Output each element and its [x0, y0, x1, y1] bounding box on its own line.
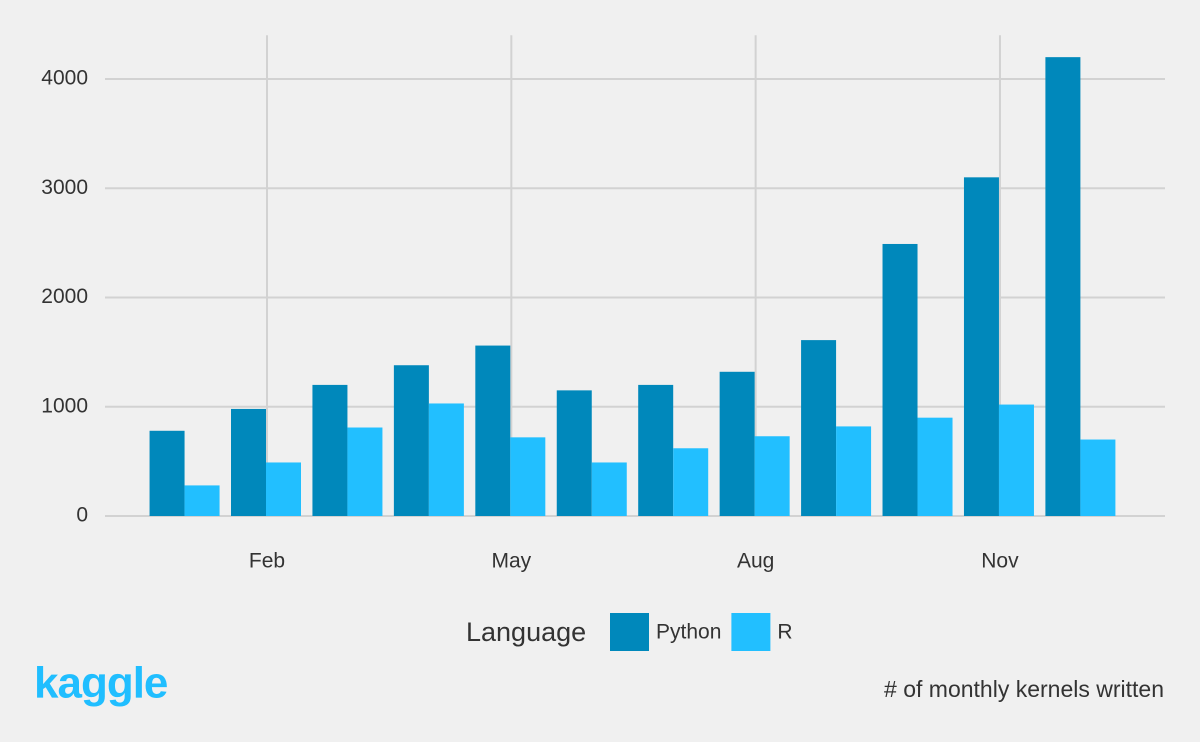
- legend-title: Language: [466, 617, 586, 647]
- bar: [917, 417, 953, 516]
- bar: [719, 371, 755, 516]
- legend-swatch: [610, 613, 649, 651]
- bar: [638, 384, 674, 516]
- bar: [801, 340, 837, 516]
- bar: [393, 365, 429, 516]
- bar: [1045, 57, 1081, 517]
- y-tick-label: 3000: [41, 176, 88, 199]
- caption: # of monthly kernels written: [884, 676, 1164, 702]
- logo: kaggle: [34, 659, 167, 708]
- bar: [882, 243, 918, 516]
- bar: [1080, 439, 1116, 516]
- legend-label: R: [777, 621, 792, 644]
- bar: [149, 430, 185, 516]
- bar: [312, 384, 348, 516]
- bar: [231, 408, 266, 516]
- bar: [963, 177, 999, 516]
- bar: [998, 404, 1034, 516]
- bar: [428, 403, 464, 516]
- legend-swatch: [731, 613, 771, 651]
- bar: [556, 390, 592, 516]
- bar: [754, 436, 790, 516]
- bar: [184, 485, 220, 516]
- bar: [475, 345, 511, 516]
- bar: [347, 427, 383, 516]
- y-tick-label: 1000: [41, 394, 88, 417]
- x-tick-label: Nov: [981, 550, 1019, 573]
- x-tick-label: May: [491, 550, 531, 573]
- x-tick-label: Aug: [737, 550, 774, 573]
- y-tick-label: 4000: [41, 67, 88, 90]
- bar: [510, 437, 546, 516]
- x-tick-label: Feb: [249, 550, 285, 573]
- y-tick-label: 2000: [41, 285, 88, 308]
- bar: [836, 426, 872, 516]
- bar: [266, 462, 301, 516]
- y-tick-label: 0: [76, 504, 88, 527]
- legend-label: Python: [656, 621, 721, 644]
- bar: [591, 462, 627, 516]
- bar: [673, 448, 709, 516]
